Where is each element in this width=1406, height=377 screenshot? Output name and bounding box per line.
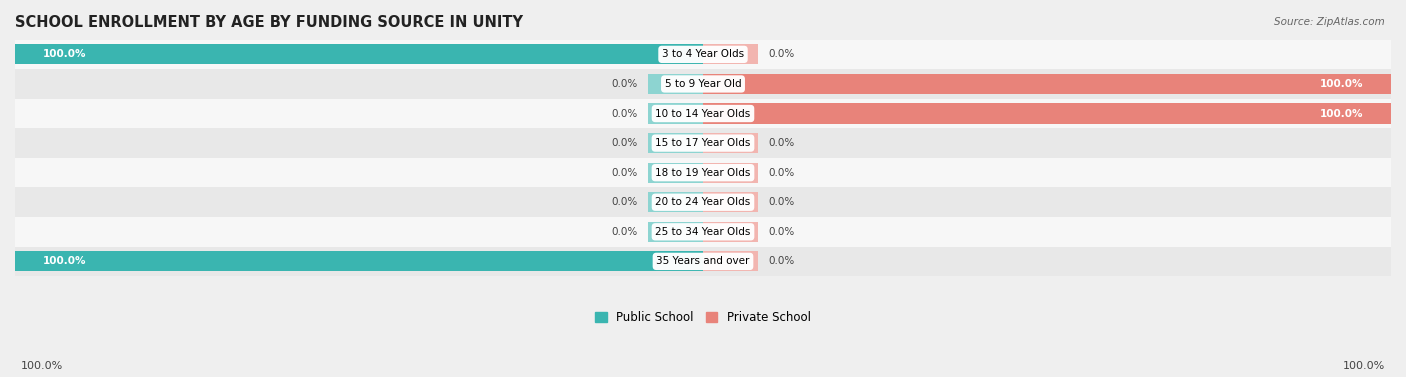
Text: Source: ZipAtlas.com: Source: ZipAtlas.com (1274, 17, 1385, 27)
Text: 3 to 4 Year Olds: 3 to 4 Year Olds (662, 49, 744, 59)
Bar (703, 103, 1391, 124)
Bar (703, 74, 1391, 94)
Bar (15, 40, 1391, 69)
Text: 35 Years and over: 35 Years and over (657, 256, 749, 267)
Text: 0.0%: 0.0% (612, 227, 638, 237)
Bar (703, 162, 758, 183)
Bar (15, 99, 1391, 128)
Text: 100.0%: 100.0% (42, 256, 86, 267)
Text: 0.0%: 0.0% (768, 138, 794, 148)
Text: 10 to 14 Year Olds: 10 to 14 Year Olds (655, 109, 751, 118)
Text: 0.0%: 0.0% (768, 227, 794, 237)
Text: 100.0%: 100.0% (21, 361, 63, 371)
Bar (648, 162, 703, 183)
Text: 0.0%: 0.0% (612, 197, 638, 207)
Bar (15, 128, 1391, 158)
Bar (703, 192, 758, 212)
Bar (15, 158, 1391, 187)
Legend: Public School, Private School: Public School, Private School (595, 311, 811, 325)
Bar (15, 44, 703, 64)
Bar (648, 222, 703, 242)
Text: 100.0%: 100.0% (1343, 361, 1385, 371)
Text: 0.0%: 0.0% (612, 168, 638, 178)
Text: 100.0%: 100.0% (1320, 79, 1364, 89)
Text: 20 to 24 Year Olds: 20 to 24 Year Olds (655, 197, 751, 207)
Text: 15 to 17 Year Olds: 15 to 17 Year Olds (655, 138, 751, 148)
Text: 0.0%: 0.0% (612, 79, 638, 89)
Bar (15, 217, 1391, 247)
Text: 0.0%: 0.0% (768, 197, 794, 207)
Text: 100.0%: 100.0% (1320, 109, 1364, 118)
Text: 0.0%: 0.0% (768, 168, 794, 178)
Bar (648, 74, 703, 94)
Text: 100.0%: 100.0% (42, 49, 86, 59)
Bar (703, 44, 758, 64)
Bar (648, 192, 703, 212)
Text: 18 to 19 Year Olds: 18 to 19 Year Olds (655, 168, 751, 178)
Text: 0.0%: 0.0% (768, 49, 794, 59)
Text: 0.0%: 0.0% (612, 109, 638, 118)
Text: 5 to 9 Year Old: 5 to 9 Year Old (665, 79, 741, 89)
Bar (15, 69, 1391, 99)
Bar (703, 133, 758, 153)
Text: 0.0%: 0.0% (612, 138, 638, 148)
Bar (703, 222, 758, 242)
Text: SCHOOL ENROLLMENT BY AGE BY FUNDING SOURCE IN UNITY: SCHOOL ENROLLMENT BY AGE BY FUNDING SOUR… (15, 15, 523, 30)
Text: 25 to 34 Year Olds: 25 to 34 Year Olds (655, 227, 751, 237)
Text: 0.0%: 0.0% (768, 256, 794, 267)
Bar (703, 251, 758, 271)
Bar (648, 133, 703, 153)
Bar (15, 247, 1391, 276)
Bar (648, 103, 703, 124)
Bar (15, 187, 1391, 217)
Bar (15, 251, 703, 271)
